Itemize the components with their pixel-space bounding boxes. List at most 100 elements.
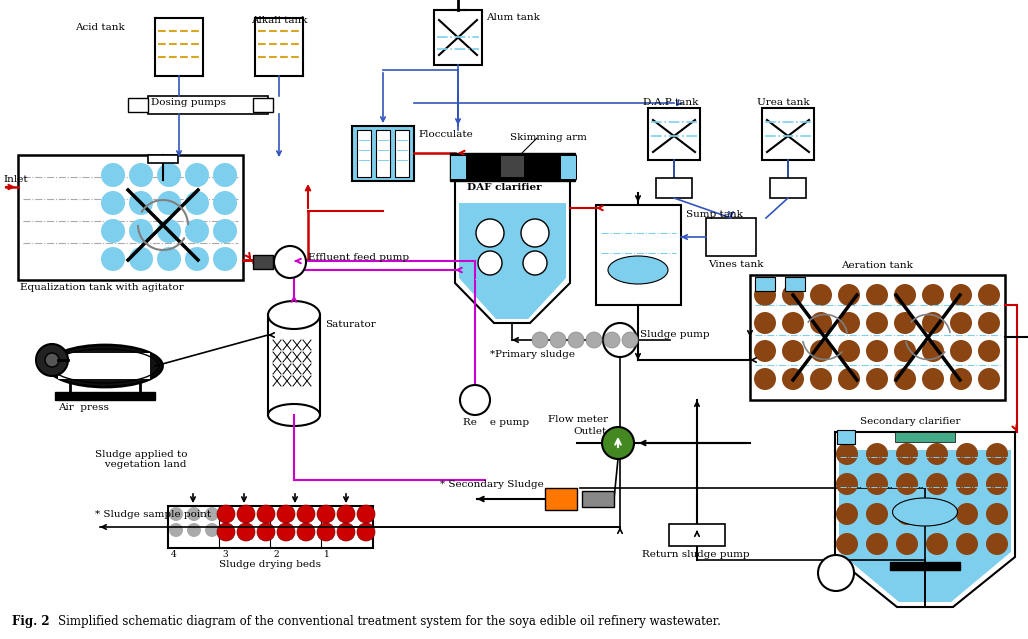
Circle shape xyxy=(926,503,948,525)
Text: Dosing pumps: Dosing pumps xyxy=(151,98,226,107)
Bar xyxy=(582,491,614,507)
Circle shape xyxy=(978,340,1000,362)
Bar xyxy=(596,205,681,305)
Circle shape xyxy=(782,312,804,334)
Polygon shape xyxy=(839,450,1011,602)
Circle shape xyxy=(838,340,860,362)
Circle shape xyxy=(986,503,1008,525)
Circle shape xyxy=(986,533,1008,555)
Circle shape xyxy=(978,368,1000,390)
Bar xyxy=(168,506,373,548)
Circle shape xyxy=(169,507,183,521)
Circle shape xyxy=(922,368,944,390)
Circle shape xyxy=(217,505,235,523)
Circle shape xyxy=(956,533,978,555)
Text: Vines tank: Vines tank xyxy=(708,260,764,269)
Circle shape xyxy=(896,503,918,525)
Text: Effluent feed pump: Effluent feed pump xyxy=(308,253,409,262)
Circle shape xyxy=(754,368,776,390)
Text: * Secondary Sludge: * Secondary Sludge xyxy=(440,480,544,489)
Circle shape xyxy=(754,340,776,362)
Circle shape xyxy=(157,219,181,243)
Circle shape xyxy=(836,533,858,555)
Circle shape xyxy=(866,312,888,334)
Bar xyxy=(669,524,725,546)
Text: Outlet: Outlet xyxy=(573,427,607,436)
Bar xyxy=(785,277,805,291)
Circle shape xyxy=(866,284,888,306)
Bar xyxy=(148,96,268,114)
Text: Sludge applied to
   vegetation land: Sludge applied to vegetation land xyxy=(95,450,187,470)
Circle shape xyxy=(128,191,153,215)
Circle shape xyxy=(205,523,219,537)
Circle shape xyxy=(101,219,125,243)
Polygon shape xyxy=(455,178,570,323)
Circle shape xyxy=(45,353,59,367)
Circle shape xyxy=(101,247,125,271)
Text: Alum tank: Alum tank xyxy=(486,13,540,22)
Text: Flocculate: Flocculate xyxy=(418,130,473,139)
Text: Urea tank: Urea tank xyxy=(757,98,810,107)
Text: *Primary sludge: *Primary sludge xyxy=(490,350,575,359)
Bar xyxy=(253,255,273,269)
Circle shape xyxy=(810,368,832,390)
Circle shape xyxy=(128,247,153,271)
Bar xyxy=(706,218,756,256)
Circle shape xyxy=(866,340,888,362)
Circle shape xyxy=(978,284,1000,306)
Bar xyxy=(56,392,155,400)
Text: Secondary clarifier: Secondary clarifier xyxy=(860,417,960,426)
Circle shape xyxy=(550,332,566,348)
Circle shape xyxy=(866,368,888,390)
Text: Skimming arm: Skimming arm xyxy=(510,133,587,142)
Circle shape xyxy=(782,340,804,362)
Circle shape xyxy=(185,163,209,187)
Circle shape xyxy=(810,340,832,362)
Circle shape xyxy=(460,385,490,415)
Bar xyxy=(450,155,466,179)
Bar xyxy=(500,155,524,177)
Text: Acid tank: Acid tank xyxy=(75,23,124,32)
Polygon shape xyxy=(835,432,1015,607)
Circle shape xyxy=(956,503,978,525)
Circle shape xyxy=(205,507,219,521)
Circle shape xyxy=(782,368,804,390)
Circle shape xyxy=(818,555,854,591)
Text: Sump tank: Sump tank xyxy=(686,210,743,219)
Circle shape xyxy=(357,523,375,541)
Circle shape xyxy=(836,443,858,465)
Bar xyxy=(560,155,576,179)
Circle shape xyxy=(986,443,1008,465)
Circle shape xyxy=(213,163,237,187)
Circle shape xyxy=(586,332,602,348)
Circle shape xyxy=(894,284,916,306)
Circle shape xyxy=(838,312,860,334)
Circle shape xyxy=(523,251,547,275)
Circle shape xyxy=(922,284,944,306)
Circle shape xyxy=(297,505,315,523)
Bar xyxy=(434,10,482,65)
Circle shape xyxy=(810,284,832,306)
Text: DAF clarifier: DAF clarifier xyxy=(467,183,542,192)
Text: 1: 1 xyxy=(324,550,330,559)
Text: Re    e pump: Re e pump xyxy=(463,418,529,427)
Circle shape xyxy=(866,443,888,465)
Text: Saturator: Saturator xyxy=(325,320,376,329)
Circle shape xyxy=(478,251,502,275)
Circle shape xyxy=(128,163,153,187)
Circle shape xyxy=(277,505,295,523)
Circle shape xyxy=(986,473,1008,495)
Circle shape xyxy=(894,312,916,334)
Bar xyxy=(268,315,320,415)
Text: Flow meter: Flow meter xyxy=(548,415,609,424)
Circle shape xyxy=(169,523,183,537)
Circle shape xyxy=(754,284,776,306)
Circle shape xyxy=(185,191,209,215)
Text: Equalization tank with agitator: Equalization tank with agitator xyxy=(20,283,184,292)
Bar xyxy=(128,98,148,112)
Polygon shape xyxy=(458,203,566,319)
Circle shape xyxy=(810,312,832,334)
Circle shape xyxy=(36,344,68,376)
Circle shape xyxy=(277,523,295,541)
Circle shape xyxy=(896,473,918,495)
